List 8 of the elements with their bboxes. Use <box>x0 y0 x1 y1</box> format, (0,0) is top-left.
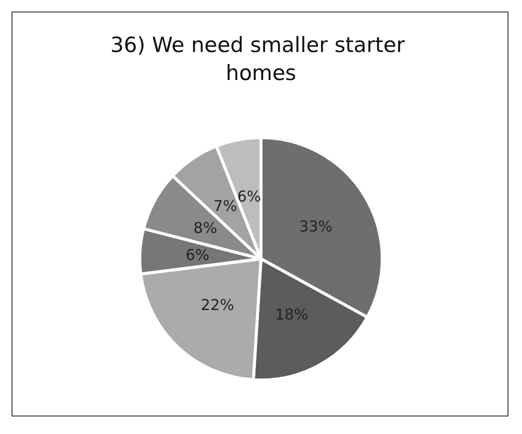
data-label: 22% <box>200 296 234 314</box>
data-label: 18% <box>274 306 308 324</box>
data-label: 33% <box>299 217 332 236</box>
data-label: 8% <box>193 219 218 238</box>
data-label: 6% <box>186 246 210 264</box>
data-label: 7% <box>213 197 238 216</box>
data-label: 6% <box>237 187 261 206</box>
chart-title: 36) We need smaller starter homes <box>110 33 412 85</box>
